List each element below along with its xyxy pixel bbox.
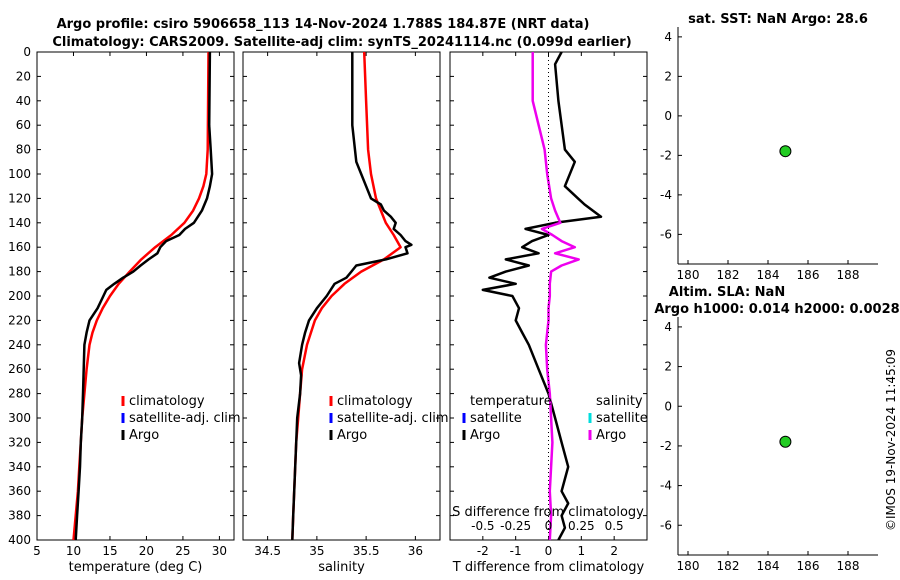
sst-map-xtick-label: 182: [717, 268, 740, 282]
temperature-legend-label: climatology: [129, 394, 205, 409]
temperature-xtick-label: 5: [33, 544, 41, 558]
difference-legend-title-salinity: salinity: [596, 394, 643, 409]
sst-map-ytick-label: -6: [660, 227, 672, 241]
difference-series-t-diff: [481, 51, 603, 541]
temperature-ytick-label: 300: [8, 411, 31, 425]
sst-map-ytick-label: 4: [664, 30, 672, 44]
temperature-ytick-label: 40: [16, 94, 31, 108]
figure-title-line1: Argo profile: csiro 5906658_113 14-Nov-2…: [57, 17, 590, 32]
temperature-frame: [36, 51, 235, 541]
sla-map-xtick-label: 182: [717, 559, 740, 573]
difference-legend-label-right: Argo: [596, 428, 626, 443]
temperature-ytick-label: 360: [8, 484, 31, 498]
temperature-xtick-label: 20: [139, 544, 154, 558]
temperature-ytick-label: 280: [8, 387, 31, 401]
temperature-ytick-label: 200: [8, 289, 31, 303]
sla-map-argo-marker: [779, 435, 792, 448]
temperature-ytick-label: 20: [16, 69, 31, 83]
temperature-ytick-label: 60: [16, 118, 31, 132]
sla-map-ytick-label: 4: [664, 320, 672, 334]
temperature-ytick-label: 260: [8, 362, 31, 376]
sst-map-argo-marker: [779, 145, 792, 158]
sst-map-xtick-label: 180: [677, 268, 700, 282]
sla-map-xtick-label: 180: [677, 559, 700, 573]
temperature-ytick-label: 400: [8, 533, 31, 547]
sla-map-ytick-label: 0: [664, 399, 672, 413]
difference-legend-title-temperature: temperature: [470, 394, 552, 409]
temperature-xtick-label: 30: [212, 544, 227, 558]
temperature-ytick-label: 320: [8, 435, 31, 449]
salinity-frame: [242, 51, 441, 541]
sla-map-title-line2: Argo h1000: 0.014 h2000: 0.0028: [654, 302, 899, 317]
sla-map-ytick-label: -4: [660, 479, 672, 493]
timestamp-label: ©IMOS 19-Nov-2024 11:45:09: [884, 349, 898, 531]
temperature-ytick-label: 220: [8, 313, 31, 327]
salinity-series-climatology: [291, 51, 402, 541]
difference-top-tick-label: 0.25: [568, 519, 595, 533]
temperature-legend-label: satellite-adj. clim: [129, 411, 241, 426]
salinity-xtick-label: 34.5: [254, 544, 281, 558]
difference-legend-label-left: satellite: [470, 411, 522, 426]
salinity-legend-label: Argo: [337, 428, 367, 443]
salinity-xtick-label: 35.5: [353, 544, 380, 558]
sst-map-ytick-label: -4: [660, 188, 672, 202]
difference-top-tick-label: 0.5: [605, 519, 624, 533]
difference-top-xlabel: S difference from climatology: [452, 505, 644, 520]
difference-top-tick-label: 0: [545, 519, 553, 533]
sst-map-ytick-label: 2: [664, 69, 672, 83]
salinity-xlabel: salinity: [318, 560, 365, 575]
sla-map-ytick-label: 2: [664, 360, 672, 374]
sla-map-title-line1: Altim. SLA: NaN: [669, 285, 785, 300]
salinity-xtick-label: 36: [408, 544, 423, 558]
difference-legend-label-right: satellite: [596, 411, 648, 426]
sst-map-xtick-label: 186: [797, 268, 820, 282]
difference-xtick-label: 2: [610, 544, 618, 558]
salinity-legend-label: climatology: [337, 394, 413, 409]
difference-legend-label-left: Argo: [470, 428, 500, 443]
figure-title-line2: Climatology: CARS2009. Satellite-adj cli…: [52, 35, 631, 50]
temperature-ytick-label: 160: [8, 240, 31, 254]
sla-map-ytick-label: -2: [660, 439, 672, 453]
difference-xtick-label: -2: [477, 544, 489, 558]
temperature-ytick-label: 100: [8, 167, 31, 181]
temperature-xlabel: temperature (deg C): [69, 560, 203, 575]
sst-map-title: sat. SST: NaN Argo: 28.6: [688, 12, 868, 27]
temperature-series-climatology: [72, 51, 210, 541]
difference-top-tick-label: -0.5: [471, 519, 494, 533]
temperature-legend-label: Argo: [129, 428, 159, 443]
difference-xtick-label: -1: [510, 544, 522, 558]
temperature-xtick-label: 10: [66, 544, 81, 558]
temperature-ytick-label: 380: [8, 509, 31, 523]
temperature-ytick-label: 140: [8, 216, 31, 230]
difference-xtick-label: 0: [545, 544, 553, 558]
temperature-ytick-label: 340: [8, 460, 31, 474]
salinity-legend-label: satellite-adj. clim: [337, 411, 449, 426]
salinity-xtick-label: 35: [309, 544, 324, 558]
sla-map-ytick-label: -6: [660, 518, 672, 532]
difference-top-tick-label: -0.25: [500, 519, 531, 533]
difference-xlabel: T difference from climatology: [452, 560, 645, 575]
temperature-ytick-label: 240: [8, 338, 31, 352]
temperature-ytick-label: 120: [8, 191, 31, 205]
sst-map-xtick-label: 188: [837, 268, 860, 282]
temperature-ytick-label: 80: [16, 143, 31, 157]
temperature-ytick-label: 180: [8, 265, 31, 279]
sst-map-xtick-label: 184: [757, 268, 780, 282]
temperature-ytick-label: 0: [23, 45, 31, 59]
difference-xtick-label: 1: [578, 544, 586, 558]
sla-map-xtick-label: 188: [837, 559, 860, 573]
sla-map-xtick-label: 184: [757, 559, 780, 573]
sla-map-xtick-label: 186: [797, 559, 820, 573]
difference-series-s-diff: [531, 52, 580, 541]
temperature-xtick-label: 25: [175, 544, 190, 558]
temperature-series-argo: [74, 51, 214, 541]
sst-map-ytick-label: -2: [660, 148, 672, 162]
sst-map-ytick-label: 0: [664, 109, 672, 123]
temperature-xtick-label: 15: [102, 544, 117, 558]
salinity-series-argo: [291, 52, 413, 541]
